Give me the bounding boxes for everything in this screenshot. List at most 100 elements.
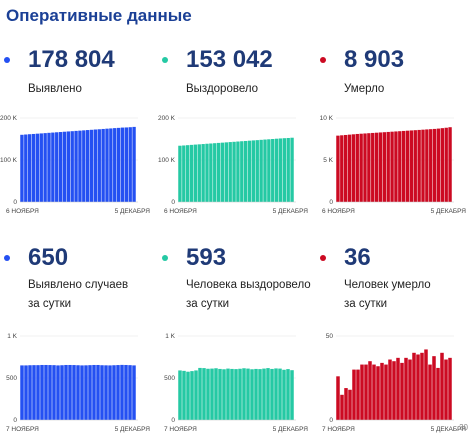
bar: [240, 141, 244, 202]
bar: [182, 370, 186, 420]
bar: [24, 365, 28, 420]
stat-label-line: за сутки: [186, 298, 230, 310]
bar: [421, 129, 425, 202]
stat-value: 36: [344, 244, 371, 271]
dot-icon: [4, 57, 10, 63]
bar: [20, 365, 24, 420]
bar: [47, 132, 51, 202]
bar: [355, 133, 359, 202]
x-tick-label-start: 6 НОЯБРЯ: [322, 208, 355, 215]
bar: [74, 130, 78, 202]
bar: [388, 359, 392, 420]
bar: [440, 128, 445, 202]
bar: [228, 142, 232, 202]
bar: [413, 130, 417, 202]
bar: [267, 139, 271, 202]
y-tick-label: 5 K: [323, 157, 333, 164]
y-tick-label: 200 K: [0, 115, 18, 122]
y-tick-label: 50: [326, 333, 334, 340]
bar: [351, 134, 356, 202]
bar: [255, 140, 259, 202]
y-tick-label: 1 K: [7, 333, 17, 340]
bar: [36, 365, 40, 420]
bar: [372, 364, 376, 420]
bar: [352, 369, 356, 420]
bar: [344, 388, 348, 420]
bar: [290, 137, 294, 202]
x-tick-label-end: 5 ДЕКАБРЯ: [431, 208, 467, 215]
bar: [243, 140, 248, 202]
bar: [197, 144, 201, 202]
stat-label-line: Выявлено случаев: [28, 279, 129, 291]
chart-recovered: 0 100 K 200 K 6 НОЯБРЯ 5 ДЕКАБРЯ: [158, 115, 308, 215]
bar: [101, 128, 105, 202]
bar: [189, 144, 194, 202]
bar: [43, 133, 47, 202]
x-tick-label-end: 5 ДЕКАБРЯ: [273, 426, 309, 433]
stat-card-detected: 178 804 Выявлено 0 100 K 200 K 6 НОЯБРЯ 5 ДЕ…: [0, 40, 158, 250]
bar: [367, 133, 371, 202]
bar: [185, 145, 190, 202]
x-tick-label-start: 6 НОЯБРЯ: [164, 208, 197, 215]
bar: [394, 131, 398, 202]
bar: [39, 133, 43, 202]
bar: [89, 129, 94, 202]
bar: [100, 365, 104, 420]
y-tick-label: 100 K: [158, 157, 176, 164]
bar: [190, 371, 194, 420]
dot-icon: [4, 255, 10, 261]
bar: [230, 368, 234, 420]
chart-daily-died: 0 50 7 НОЯБРЯ 5 ДЕКАБРЯ: [322, 333, 466, 433]
bar: [182, 145, 186, 202]
bar: [97, 129, 101, 202]
bar: [226, 368, 230, 420]
y-tick-label: 500: [164, 375, 175, 382]
bar: [64, 364, 68, 420]
bar: [286, 137, 290, 202]
bar: [201, 144, 205, 202]
bar: [412, 352, 416, 420]
bar: [336, 376, 340, 420]
stat-label-line: Человека выздоровело: [186, 279, 311, 291]
bar: [340, 394, 344, 420]
stat-value: 593: [186, 244, 227, 271]
bar: [232, 141, 236, 202]
bar: [96, 364, 100, 420]
bar: [356, 369, 360, 420]
bar: [194, 370, 198, 420]
bar: [242, 368, 246, 420]
bar: [429, 129, 433, 202]
bar: [52, 365, 56, 420]
chart-daily-detected: 0 500 1 K 7 НОЯБРЯ 5 ДЕКАБРЯ: [6, 333, 150, 433]
bar: [282, 369, 286, 420]
bar: [416, 354, 420, 420]
y-tick-label: 0: [13, 199, 17, 206]
bar: [432, 128, 437, 202]
bar: [128, 365, 132, 420]
bar: [82, 130, 86, 202]
bar: [112, 365, 116, 420]
stat-value: 8 903: [344, 46, 405, 73]
stat-label: Умерло: [344, 80, 384, 99]
bar: [48, 365, 52, 420]
bar: [401, 130, 406, 202]
bar: [262, 368, 266, 420]
bar: [116, 127, 121, 202]
bar: [105, 128, 109, 202]
bar: [216, 142, 221, 202]
dot-icon: [320, 57, 326, 63]
bar: [32, 365, 36, 420]
bar: [425, 129, 429, 202]
bar: [84, 365, 88, 420]
bar: [432, 356, 436, 420]
bar: [238, 368, 242, 420]
y-tick-label: 0: [13, 417, 17, 424]
bar: [222, 369, 226, 420]
bar: [213, 143, 217, 202]
bar: [250, 369, 254, 420]
bar: [210, 368, 214, 420]
x-tick-label-start: 6 НОЯБРЯ: [6, 208, 39, 215]
bar: [254, 368, 258, 420]
y-tick-label: 0: [171, 199, 175, 206]
bar: [363, 133, 367, 202]
